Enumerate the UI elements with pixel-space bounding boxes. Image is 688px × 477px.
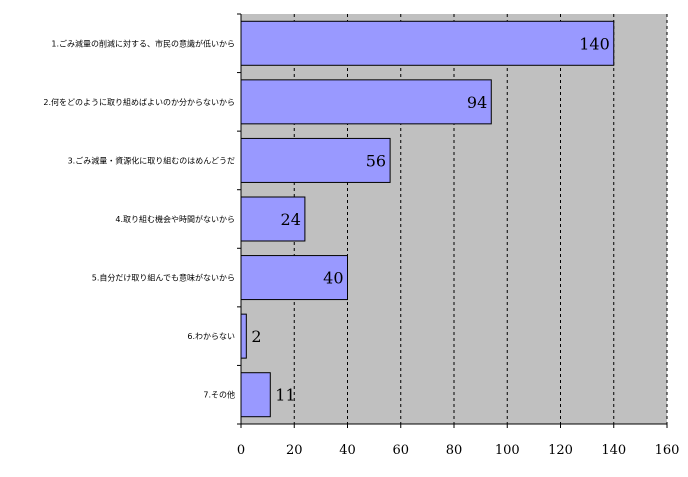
bar [240, 313, 247, 359]
data-label: 94 [467, 93, 487, 112]
tick-label: 140 [601, 443, 626, 458]
tick-label: 100 [495, 443, 520, 458]
bar [240, 20, 615, 66]
x-tick-labels: 0 20 40 60 80 100 120 140 160 [237, 443, 680, 458]
category-label: 7.その他 [203, 390, 235, 400]
category-label: 5.自分だけ取り組んでも意味がないから [92, 273, 235, 283]
tick-label: 60 [392, 443, 409, 458]
data-label: 56 [366, 151, 386, 170]
tick-label: 80 [446, 443, 463, 458]
data-label: 24 [281, 210, 301, 229]
bar [240, 79, 492, 125]
bar [240, 372, 271, 418]
category-label: 3.ごみ減量・資源化に取り組むのはめんどうだ [68, 155, 235, 165]
tick-label: 20 [286, 443, 303, 458]
data-labels: 140 94 56 24 40 2 11 [251, 34, 609, 404]
tick-label: 40 [339, 443, 356, 458]
tick-label: 0 [237, 443, 245, 458]
data-label: 2 [251, 327, 261, 346]
category-labels: 1.ごみ減量の削減に対する、市民の意識が低いから 2.何をどのように取り組めばよい… [43, 38, 235, 399]
data-label: 140 [579, 34, 610, 53]
tick-label: 120 [548, 443, 573, 458]
category-label: 1.ごみ減量の削減に対する、市民の意識が低いから [51, 38, 235, 48]
axes [237, 13, 668, 428]
bars [240, 20, 615, 418]
tick-label: 160 [655, 443, 680, 458]
data-label: 40 [323, 269, 343, 288]
category-label: 6.わからない [187, 332, 235, 341]
category-label: 2.何をどのように取り組めばよいのか分からないから [43, 97, 235, 107]
data-label: 11 [275, 386, 295, 405]
category-label: 4.取り組む機会や時間がないから [115, 214, 235, 224]
